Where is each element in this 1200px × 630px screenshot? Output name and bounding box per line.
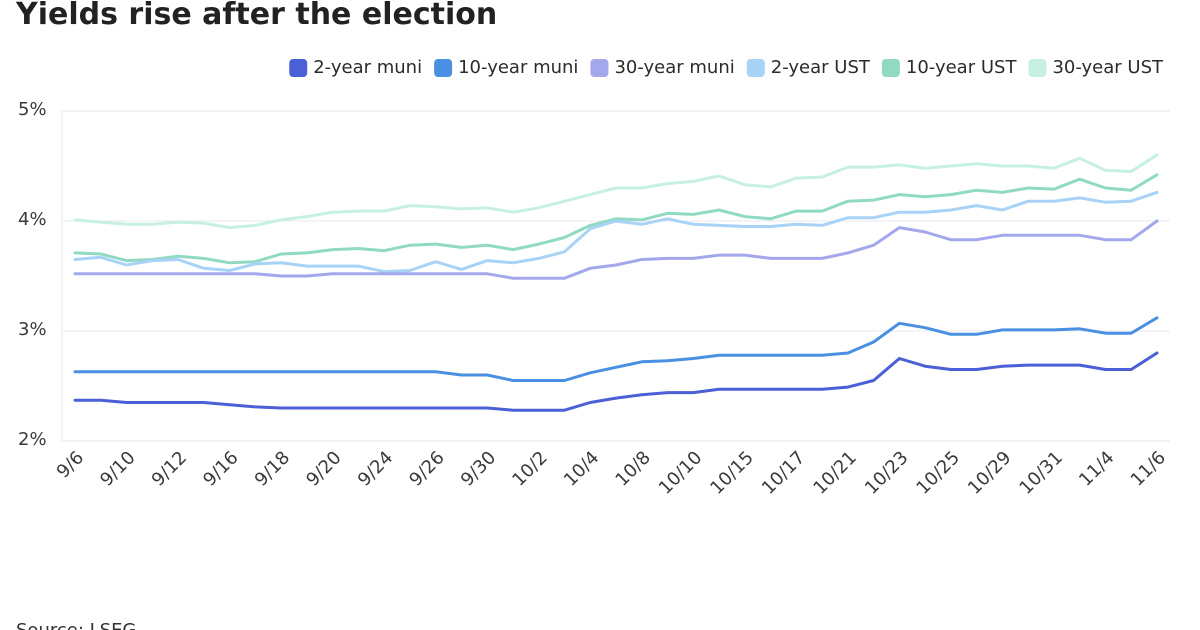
x-tick-label: 10/17 <box>758 447 810 499</box>
grid <box>61 110 1170 443</box>
y-tick-label: 2% <box>18 429 47 450</box>
x-tick-label: 9/18 <box>251 447 294 490</box>
x-tick-label: 10/4 <box>560 447 603 490</box>
source-note: Source: LSEG <box>16 620 136 630</box>
legend-swatch <box>881 59 900 77</box>
y-tick-label: 4% <box>18 209 47 230</box>
series-line <box>73 173 1159 265</box>
series-line <box>73 153 1159 230</box>
legend-label: 10-year UST <box>906 57 1018 78</box>
x-tick-label: 9/12 <box>148 447 191 490</box>
series-line <box>73 190 1159 274</box>
x-tick-label: 11/6 <box>1127 447 1170 490</box>
x-tick-label: 10/23 <box>861 447 913 499</box>
axes: 2% 3% 4% 5% 9/6 9/10 9/12 9/16 9/18 9/20 9/24 9/26 9… <box>18 99 1170 499</box>
x-tick-label: 9/30 <box>457 447 500 490</box>
legend-swatch <box>289 59 308 77</box>
x-tick-label: 10/21 <box>809 447 861 499</box>
legend: 30-year UST 10-year UST 2-year UST 30-year … <box>289 57 1164 78</box>
legend-label: 30-year muni <box>614 57 734 78</box>
series-line <box>73 219 1159 280</box>
series-line <box>73 316 1159 382</box>
legend-swatch <box>590 59 609 77</box>
chart-title: Yields rise after the election <box>15 0 497 32</box>
x-tick-label: 9/6 <box>53 447 88 482</box>
x-tick-label: 9/20 <box>302 447 345 490</box>
y-tick-label: 3% <box>18 319 47 340</box>
x-tick-label: 10/8 <box>611 447 654 490</box>
legend-swatch <box>434 59 453 77</box>
legend-label: 2-year muni <box>313 57 422 78</box>
legend-swatch <box>1028 59 1047 77</box>
x-tick-label: 10/15 <box>706 447 758 499</box>
x-tick-label: 10/10 <box>655 447 707 499</box>
x-tick-label: 10/31 <box>1015 447 1067 499</box>
x-tick-label: 10/2 <box>508 447 551 490</box>
x-tick-label: 11/4 <box>1075 447 1118 490</box>
x-tick-label: 10/25 <box>912 447 964 499</box>
x-tick-label: 9/10 <box>96 447 139 490</box>
legend-label: 2-year UST <box>771 57 871 78</box>
x-tick-label: 10/29 <box>964 447 1016 499</box>
x-tick-label: 9/16 <box>199 447 242 490</box>
y-tick-label: 5% <box>18 99 47 120</box>
legend-label: 30-year UST <box>1052 57 1164 78</box>
plot-lines <box>73 153 1159 412</box>
x-tick-label: 9/24 <box>354 447 397 490</box>
legend-swatch <box>746 59 765 77</box>
legend-label: 10-year muni <box>458 57 578 78</box>
series-line <box>73 351 1159 412</box>
x-tick-label: 9/26 <box>405 447 448 490</box>
